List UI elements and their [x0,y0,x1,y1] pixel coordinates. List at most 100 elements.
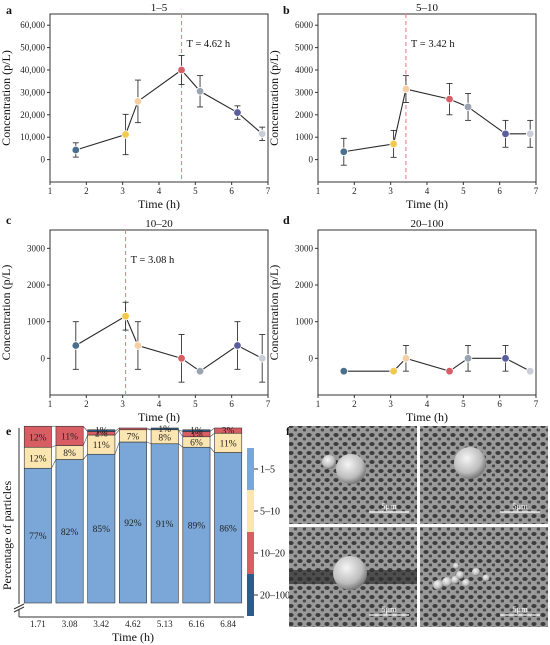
bar-data-label: 82% [61,528,79,538]
data-point [501,129,510,139]
bar-segment [119,441,147,604]
y-tick-label: 3000 [27,243,46,253]
y-tick-label: 60,000 [20,20,45,30]
scale-bar-label: 5μm [512,604,528,614]
y-tick-label: 0 [309,353,314,363]
stack-connector [209,433,215,437]
panel-letter: c [6,213,12,227]
panel-title: 1–5 [151,2,168,14]
x-tick-label: 6.16 [189,619,205,629]
x-tick-label: 7 [266,186,271,196]
x-tick-label: 4.62 [125,619,141,629]
y-tick-label: 2000 [295,280,314,290]
panel-a: a 1–5 1 2 3 4 5 6 7 0 10,000 20,000 30,000 40,000 50,0… [0,2,271,211]
panel-letter: b [283,3,290,17]
stack-connector [82,454,88,460]
data-point [501,354,510,363]
x-tick-label: 4 [425,186,430,196]
stack-connector [82,434,88,446]
bar-data-label: 86% [219,524,237,534]
y-tick-label: 2000 [295,110,314,120]
data-point [389,139,398,149]
x-tick-label: 7 [266,399,271,409]
x-tick-label: 6.84 [220,619,236,629]
legend-swatch [247,532,254,574]
x-tick-label: 4 [425,399,430,409]
axis-break-mark [13,603,25,610]
y-axis-label: Concentration (p/L) [267,50,281,146]
bar-data-label: 89% [188,522,206,532]
stack-connector [114,429,120,436]
x-tick-label: 6 [229,186,234,196]
y-tick-label: 3000 [295,243,314,253]
y-tick-label: 1000 [27,317,46,327]
x-tick-label: 3.42 [93,619,109,629]
x-tick-label: 3.08 [62,619,78,629]
particle-cluster [456,571,464,579]
particle-sphere [322,455,336,469]
x-axis-label: Time (h) [112,630,154,644]
x-tick-label: 7 [534,186,539,196]
y-tick-label: 1000 [295,317,314,327]
data-point [389,366,398,376]
legend-swatch [247,574,254,616]
x-tick-label: 7 [534,399,539,409]
data-point [463,354,473,363]
stack-connector [146,427,152,431]
bar-data-label: 8% [63,449,76,459]
scale-bar-label: 5μm [512,501,528,511]
particle-cluster [442,577,452,587]
bar-segment [182,446,211,604]
legend-label: 20–100 [260,591,290,602]
x-tick-label: 1 [48,399,53,409]
data-point [133,97,143,106]
x-tick-label: 4 [157,399,162,409]
panel-title: 5–10 [416,2,439,14]
x-tick-label: 2 [84,186,89,196]
data-point [445,94,454,104]
x-tick-label: 2 [352,399,357,409]
panel-b: b 5–10 1 2 3 4 5 6 7 0 1000 2000 3000 4000 5000 6000 Tim… [267,2,539,211]
stack-connector [146,441,152,445]
stack-connector [209,427,215,432]
bar-data-label: 8% [158,433,171,443]
data-point [525,366,535,376]
x-axis-label: Time (h) [406,410,448,424]
bar-segment [23,467,52,604]
x-tick-label: 1 [316,186,321,196]
x-tick-label: 5 [461,399,466,409]
axis-break-gap [16,604,246,609]
legend-label: 5–10 [260,507,280,518]
panel-e: e Percentage of particles 77% 12% 12% 1.71 82%… [0,424,290,644]
bar-segment [150,427,179,431]
y-tick-label: 4000 [295,65,314,75]
data-point [339,147,348,156]
x-tick-label: 6 [229,399,234,409]
bar-segment [87,453,116,604]
stack-connector [114,427,120,432]
bar-data-label: 11% [93,441,110,451]
stack-connector [82,426,88,432]
data-point [121,130,130,139]
data-point [257,354,267,363]
scale-bar-label: 5μm [381,501,397,511]
panel-f: f 5μm 5μm 5μm 5μm [286,424,548,627]
particle-cluster [453,563,459,569]
bar-segment [214,427,243,434]
panel-title: 10–20 [145,218,173,230]
scale-bar-label: 5μm [381,604,397,614]
stack-connector [178,443,183,448]
legend-swatch [247,490,254,532]
particle-cluster [462,579,470,587]
data-point [133,341,143,350]
particle-cluster [482,574,490,582]
bar-data-label: 92% [124,519,142,529]
data-point [195,87,205,96]
particle-cluster [472,568,480,576]
data-point [177,65,186,75]
y-tick-label: 20,000 [20,110,45,120]
panel-c: c 10–20 1 2 3 4 5 6 7 0 1000 2000 3000 Time (h) Concen… [0,213,271,424]
y-axis-label: Concentration (p/L) [0,265,13,361]
data-point [177,354,186,363]
